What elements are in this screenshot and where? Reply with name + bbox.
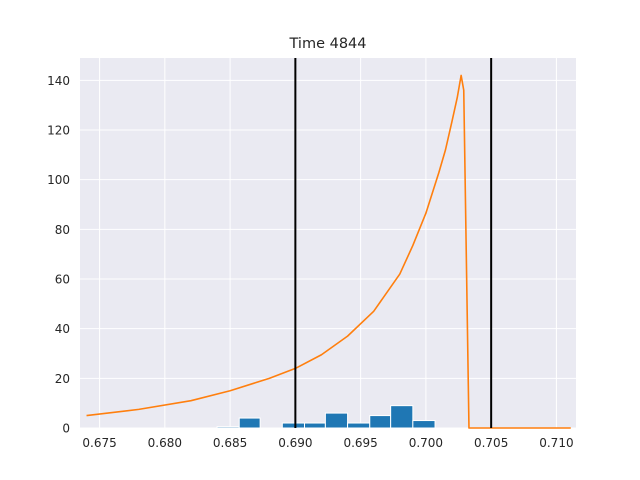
histogram-bar [324,412,349,429]
y-axis-ticks: 0 20 40 60 80 100 120 140 [47,74,70,436]
x-tick-label: 0.685 [213,436,247,450]
x-tick-label: 0.695 [343,436,377,450]
histogram-bars [216,405,436,429]
reference-lines [294,58,493,428]
x-tick-label: 0.675 [82,436,116,450]
density-curve-layer [86,74,571,429]
histogram-bar [347,422,371,429]
histogram-bar [369,415,392,429]
x-tick-label: 0.705 [474,436,508,450]
chart-title: Time 4844 [289,36,367,52]
density-curve [86,74,571,429]
y-tick-label: 80 [55,223,70,237]
x-tick-label: 0.710 [539,436,573,450]
y-tick-label: 20 [55,372,70,386]
histogram-bar [238,417,261,429]
y-tick-label: 100 [47,173,70,187]
x-tick-label: 0.690 [278,436,312,450]
grid-lines [80,58,576,429]
y-tick-label: 120 [47,124,70,138]
y-tick-label: 0 [62,422,70,436]
histogram-bar [390,405,414,429]
histogram-bar [412,420,436,429]
histogram-bar [216,426,240,429]
histogram-bar [281,422,306,429]
y-tick-label: 60 [55,273,70,287]
x-axis-ticks: 0.675 0.680 0.685 0.690 0.695 0.700 0.705 0.710 [82,436,573,450]
x-tick-label: 0.680 [148,436,182,450]
y-tick-label: 40 [55,322,70,336]
histogram-bar [304,422,326,429]
y-tick-label: 140 [47,74,70,88]
x-tick-label: 0.700 [409,436,443,450]
plot-area [80,58,576,428]
